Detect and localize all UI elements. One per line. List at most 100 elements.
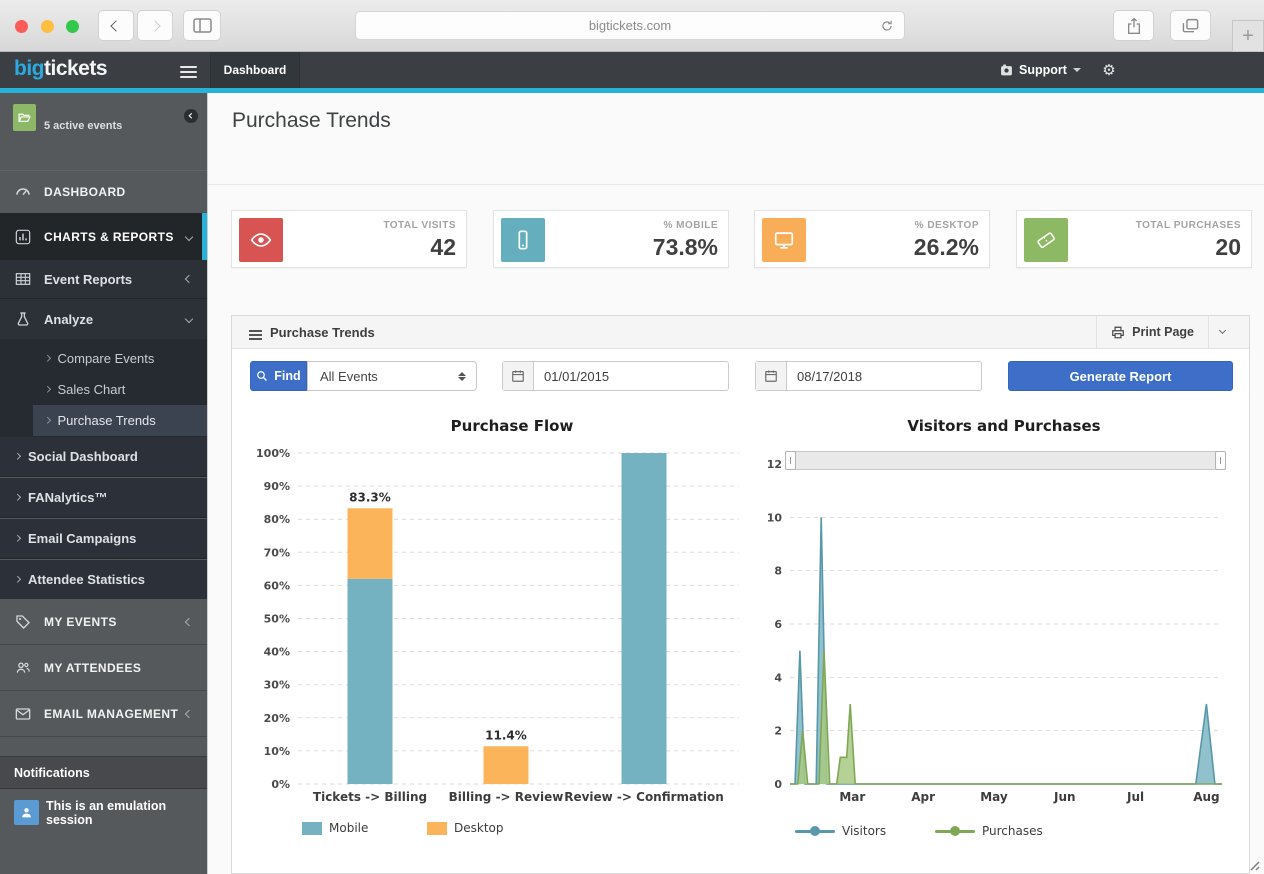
range-slider[interactable] bbox=[785, 451, 1226, 470]
sidebar-item-my-events[interactable]: MY EVENTS bbox=[0, 599, 207, 645]
legend-mobile[interactable]: Mobile bbox=[302, 821, 368, 835]
plus-icon: + bbox=[1242, 24, 1254, 47]
svg-text:Mar: Mar bbox=[839, 790, 865, 804]
settings-gear-button[interactable]: ⚙ bbox=[1092, 52, 1126, 88]
active-events-label: 5 active events bbox=[44, 120, 123, 132]
back-chevron-icon bbox=[110, 19, 122, 32]
share-button[interactable] bbox=[1113, 10, 1154, 41]
range-slider-left-handle[interactable] bbox=[785, 451, 796, 470]
sidebar-item-event-reports[interactable]: Event Reports bbox=[0, 260, 207, 299]
forward-chevron-icon bbox=[149, 19, 161, 32]
date-to-input[interactable] bbox=[787, 362, 981, 390]
print-page-button[interactable]: Print Page bbox=[1096, 316, 1208, 348]
chevron-left-icon bbox=[184, 274, 194, 284]
sidebar-item-dashboard[interactable]: DASHBOARD bbox=[0, 170, 207, 213]
events-folder-badge bbox=[13, 104, 36, 131]
sidebar-item-my-attendees[interactable]: MY ATTENDEES bbox=[0, 645, 207, 691]
select-arrows-icon bbox=[458, 370, 466, 383]
bigtickets-logo[interactable]: bigtickets bbox=[14, 57, 108, 80]
new-tab-button[interactable]: + bbox=[1232, 20, 1264, 52]
collapse-chevron-icon bbox=[189, 113, 195, 119]
search-icon bbox=[257, 371, 268, 381]
svg-text:Jul: Jul bbox=[1126, 790, 1144, 804]
svg-text:50%: 50% bbox=[264, 613, 290, 626]
forward-button[interactable] bbox=[137, 10, 173, 41]
purchase-flow-chart: Purchase Flow 0% 10% 20% 30% 40% 50% 60% 70% 80% 9… bbox=[256, 417, 739, 804]
panel-menu-icon[interactable] bbox=[249, 328, 262, 342]
header-accent-line bbox=[0, 88, 1264, 93]
nav-dashboard[interactable]: Dashboard bbox=[210, 52, 300, 88]
url-text: bigtickets.com bbox=[588, 18, 672, 33]
chevron-right-icon bbox=[44, 417, 51, 424]
legend-visitors[interactable]: Visitors bbox=[795, 824, 886, 838]
tabs-icon bbox=[1182, 18, 1199, 32]
svg-text:10%: 10% bbox=[264, 745, 290, 758]
svg-text:60%: 60% bbox=[264, 579, 290, 592]
panel-options-button[interactable] bbox=[1208, 316, 1236, 348]
svg-text:Billing -> Review: Billing -> Review bbox=[449, 790, 564, 804]
sidebar-item-analyze[interactable]: Analyze bbox=[0, 299, 207, 339]
close-window-button[interactable] bbox=[15, 20, 28, 33]
browser-chrome: bigtickets.com + bbox=[0, 0, 1264, 52]
nav-support[interactable]: Support bbox=[990, 52, 1091, 88]
event-filter-select[interactable]: All Events bbox=[307, 361, 477, 391]
sidebar-active-events[interactable]: 5 active events bbox=[0, 93, 207, 170]
chevron-right-icon bbox=[14, 494, 21, 501]
submenu-item-purchase-trends[interactable]: Purchase Trends bbox=[33, 405, 207, 436]
table-icon bbox=[15, 273, 31, 285]
sidebar-item-email-campaigns[interactable]: Email Campaigns bbox=[0, 519, 207, 559]
submenu-item-sales-chart[interactable]: Sales Chart bbox=[33, 374, 207, 405]
folder-open-icon bbox=[18, 113, 31, 122]
address-bar[interactable]: bigtickets.com bbox=[355, 11, 905, 40]
find-button[interactable]: Find bbox=[250, 361, 307, 391]
svg-text:0: 0 bbox=[774, 778, 782, 791]
svg-text:8: 8 bbox=[774, 565, 782, 578]
page-title: Purchase Trends bbox=[232, 109, 391, 132]
notification-badge bbox=[14, 800, 39, 825]
sidebar-toggle-button[interactable] bbox=[183, 10, 221, 41]
window-resize-grip[interactable] bbox=[1246, 857, 1260, 871]
stat-card-percent-desktop: % DESKTOP 26.2% bbox=[754, 210, 990, 268]
date-from-input[interactable] bbox=[534, 362, 728, 390]
sidebar-item-charts-reports[interactable]: CHARTS & REPORTS bbox=[0, 213, 207, 260]
svg-text:May: May bbox=[980, 790, 1008, 804]
sidebar-collapse-button[interactable] bbox=[184, 109, 198, 123]
svg-text:Tickets -> Billing: Tickets -> Billing bbox=[313, 790, 427, 804]
sidebar-item-email-management[interactable]: EMAIL MANAGEMENT bbox=[0, 691, 207, 737]
reload-icon[interactable] bbox=[880, 19, 894, 33]
chevron-left-icon bbox=[184, 709, 194, 718]
chevron-down-icon bbox=[184, 232, 194, 241]
sidebar-item-attendee-statistics[interactable]: Attendee Statistics bbox=[0, 560, 207, 599]
envelope-icon bbox=[15, 707, 31, 720]
date-to-group bbox=[755, 361, 982, 391]
chevron-right-icon bbox=[44, 355, 51, 362]
printer-icon bbox=[1112, 326, 1125, 338]
chevron-left-icon bbox=[184, 617, 194, 626]
purchases-line-icon bbox=[935, 826, 975, 836]
generate-report-button[interactable]: Generate Report bbox=[1008, 361, 1233, 391]
chevron-right-icon bbox=[44, 386, 51, 393]
title-separator bbox=[208, 184, 1264, 185]
back-button[interactable] bbox=[98, 10, 134, 41]
active-section-marker bbox=[202, 213, 207, 260]
sidebar-item-fanalytics[interactable]: FANalytics™ bbox=[0, 478, 207, 518]
minimize-window-button[interactable] bbox=[41, 20, 54, 33]
range-slider-right-handle[interactable] bbox=[1215, 451, 1226, 470]
users-icon bbox=[16, 662, 30, 673]
legend-purchases[interactable]: Purchases bbox=[935, 824, 1043, 838]
calendar-icon bbox=[756, 362, 787, 390]
tabs-overview-button[interactable] bbox=[1170, 10, 1211, 41]
legend-desktop[interactable]: Desktop bbox=[427, 821, 504, 835]
menu-toggle-button[interactable] bbox=[180, 63, 197, 81]
sidebar-item-social-dashboard[interactable]: Social Dashboard bbox=[0, 437, 207, 477]
chevron-right-icon bbox=[14, 576, 21, 583]
notification-item[interactable]: This is an emulation session bbox=[0, 789, 207, 837]
svg-text:0%: 0% bbox=[271, 778, 290, 791]
svg-text:Purchase Flow: Purchase Flow bbox=[451, 417, 574, 435]
maximize-window-button[interactable] bbox=[66, 20, 79, 33]
svg-text:2: 2 bbox=[774, 725, 782, 738]
svg-text:6: 6 bbox=[774, 618, 782, 631]
svg-text:30%: 30% bbox=[264, 679, 290, 692]
submenu-item-compare-events[interactable]: Compare Events bbox=[33, 343, 207, 374]
analyze-submenu: Compare Events Sales Chart Purchase Tren… bbox=[0, 339, 207, 437]
